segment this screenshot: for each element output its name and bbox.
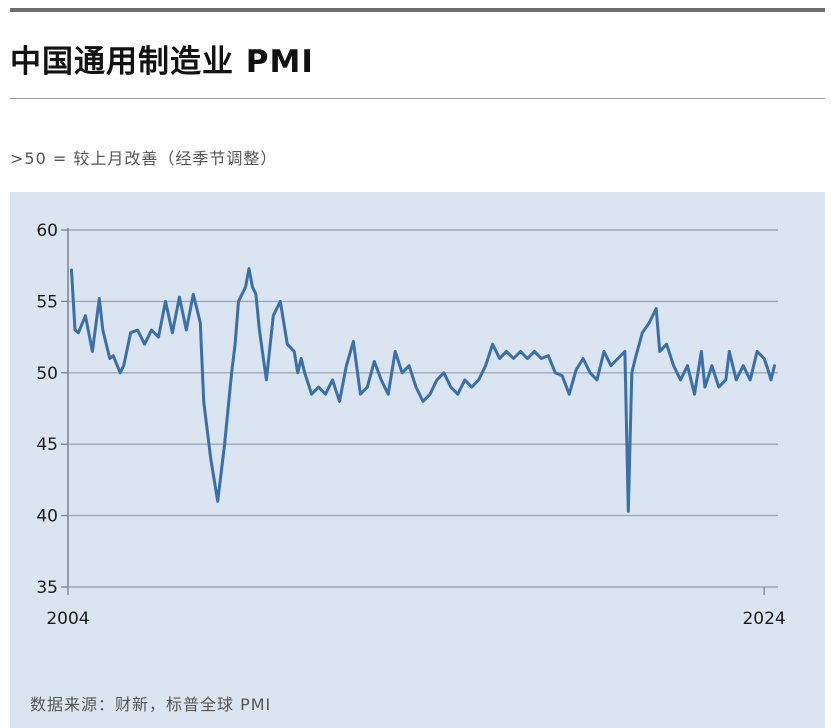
chart-title: 中国通用制造业 PMI	[10, 44, 314, 80]
top-rule	[10, 8, 825, 12]
x-tick-label-2024: 2024	[742, 609, 785, 629]
x-tick-label-2004: 2004	[46, 609, 89, 629]
y-tick-label-60: 60	[36, 221, 58, 241]
y-tick-label-55: 55	[36, 292, 58, 312]
source-note: 数据来源：财新，标普全球 PMI	[30, 695, 272, 714]
series-line-0	[70, 267, 776, 513]
y-tick-label-35: 35	[36, 578, 58, 598]
title-rule	[10, 98, 825, 99]
y-tick-label-50: 50	[36, 364, 58, 384]
pmi-line-chart: 35 40 45 50 55 60 2004 2024	[36, 221, 785, 629]
y-tick-label-40: 40	[36, 507, 58, 527]
chart-panel: 35 40 45 50 55 60 2004 2024	[10, 192, 825, 728]
chart-subtitle: >50 = 较上月改善（经季节调整）	[10, 149, 278, 168]
y-tick-label-45: 45	[36, 435, 58, 455]
